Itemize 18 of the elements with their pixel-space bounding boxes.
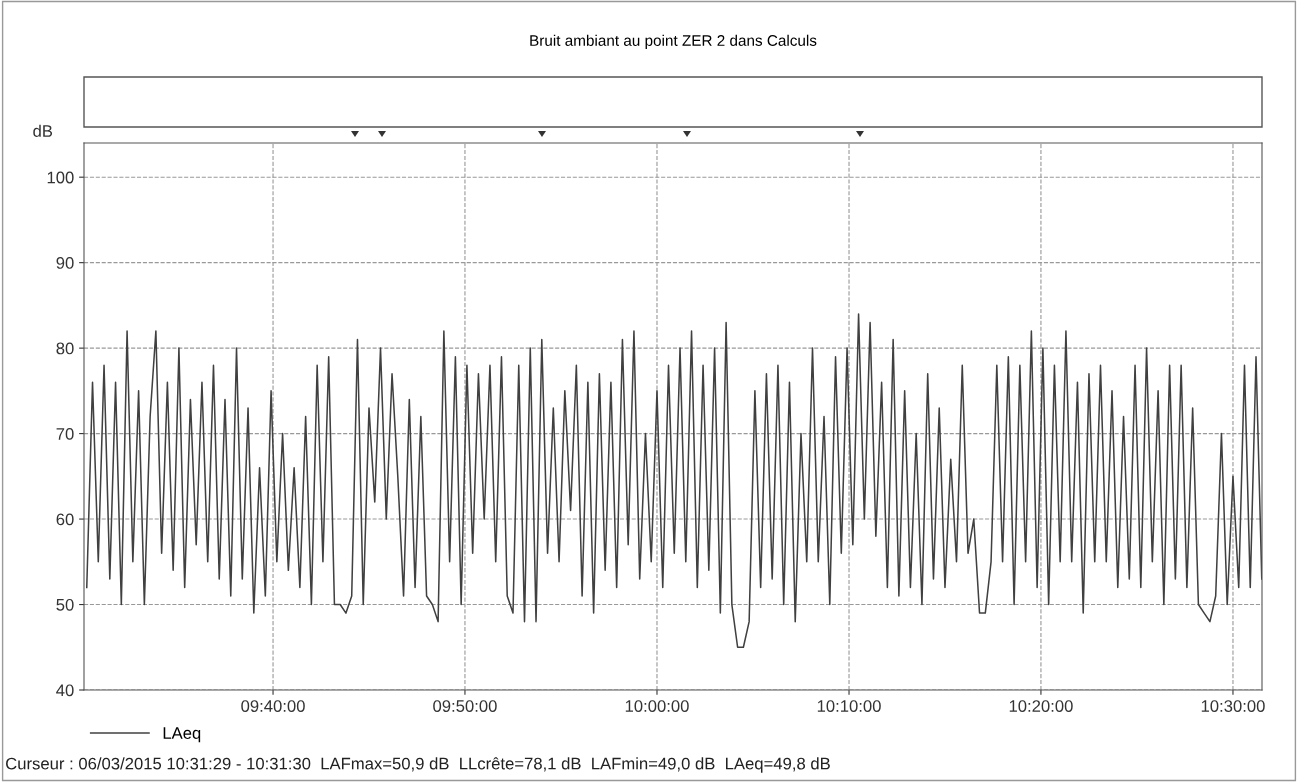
x-tick-label: 09:40:00 (241, 700, 305, 712)
x-tick-label: 10:00:00 (625, 700, 689, 712)
chart-title: Bruit ambiant au point ZER 2 dans Calculs (530, 34, 817, 49)
y-tick-label: 90 (56, 257, 74, 269)
y-axis-title: dB (33, 124, 53, 137)
line-series (85, 313, 1262, 649)
legend-label: LAeq (163, 727, 201, 743)
x-tick-label: 10:20:00 (1009, 700, 1073, 712)
y-tick-label: 60 (56, 513, 74, 526)
y-tick-label: 70 (56, 427, 74, 440)
x-tick-label: 10:10:00 (817, 700, 881, 712)
text: Curseur : 06/03/2015 10:31:29 - 10:31:30 LAFmax=50,9 dB LLcrête=78,1 dB LAFmin=49,0 dB LAeq=49,8 dB (6, 757, 830, 773)
x-tick-label: 10:30:00 (1201, 700, 1265, 712)
y-tick-label: 80 (56, 342, 74, 355)
y-tick-label: 100 (47, 171, 74, 184)
y-tick-label: 40 (56, 684, 74, 697)
y-tick-label: 50 (56, 598, 74, 611)
x-tick-label: 09:50:00 (433, 700, 497, 712)
